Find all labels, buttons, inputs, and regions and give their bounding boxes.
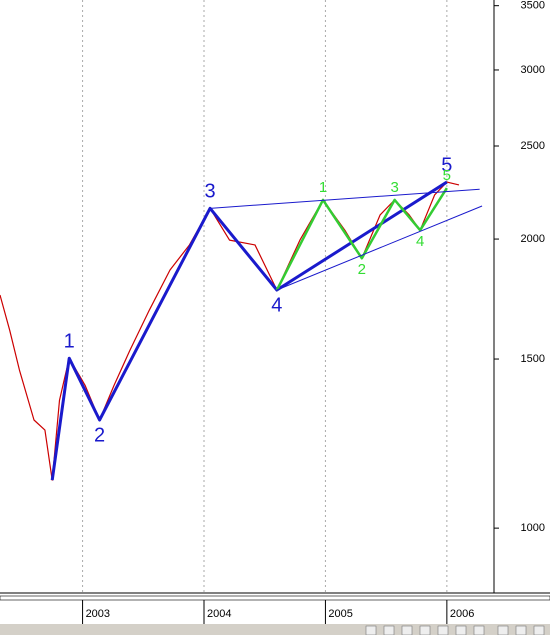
wave-label: 5: [443, 167, 451, 184]
y-tick-label: 2000: [521, 233, 545, 245]
x-tick-label: 2003: [86, 608, 110, 620]
tool-button[interactable]: [473, 625, 485, 635]
x-tick-label: 2006: [450, 608, 474, 620]
y-tick-label: 2500: [521, 140, 545, 152]
tool-button[interactable]: [419, 625, 431, 635]
series-line: [275, 187, 448, 291]
wave-label: 5: [441, 154, 452, 176]
series-line: [210, 188, 480, 209]
y-tick-label: 1000: [521, 522, 545, 534]
tool-button[interactable]: [497, 625, 509, 635]
tool-button[interactable]: [515, 625, 527, 635]
wave-label: 1: [64, 330, 75, 352]
series-line: [276, 205, 483, 291]
tool-button[interactable]: [437, 625, 449, 635]
y-tick-label: 3000: [521, 64, 545, 76]
wave-label: 2: [94, 424, 105, 446]
tool-button[interactable]: [455, 625, 467, 635]
tool-button[interactable]: [401, 625, 413, 635]
tool-button[interactable]: [383, 625, 395, 635]
x-tick-label: 2005: [328, 608, 352, 620]
toolbar: [0, 624, 550, 635]
wave-label: 3: [205, 181, 216, 203]
wave-label: 1: [319, 179, 327, 196]
y-tick-label: 3500: [521, 0, 545, 12]
y-tick-label: 1500: [521, 353, 545, 365]
tool-button[interactable]: [533, 625, 545, 635]
wave-label: 4: [271, 294, 282, 316]
x-tick-label: 2004: [207, 608, 231, 620]
tool-button[interactable]: [365, 625, 377, 635]
scrollbar[interactable]: [0, 595, 550, 601]
series-line: [50, 180, 448, 481]
wave-label: 3: [390, 179, 398, 196]
wave-label: 2: [358, 261, 366, 278]
wave-label: 4: [416, 233, 424, 250]
